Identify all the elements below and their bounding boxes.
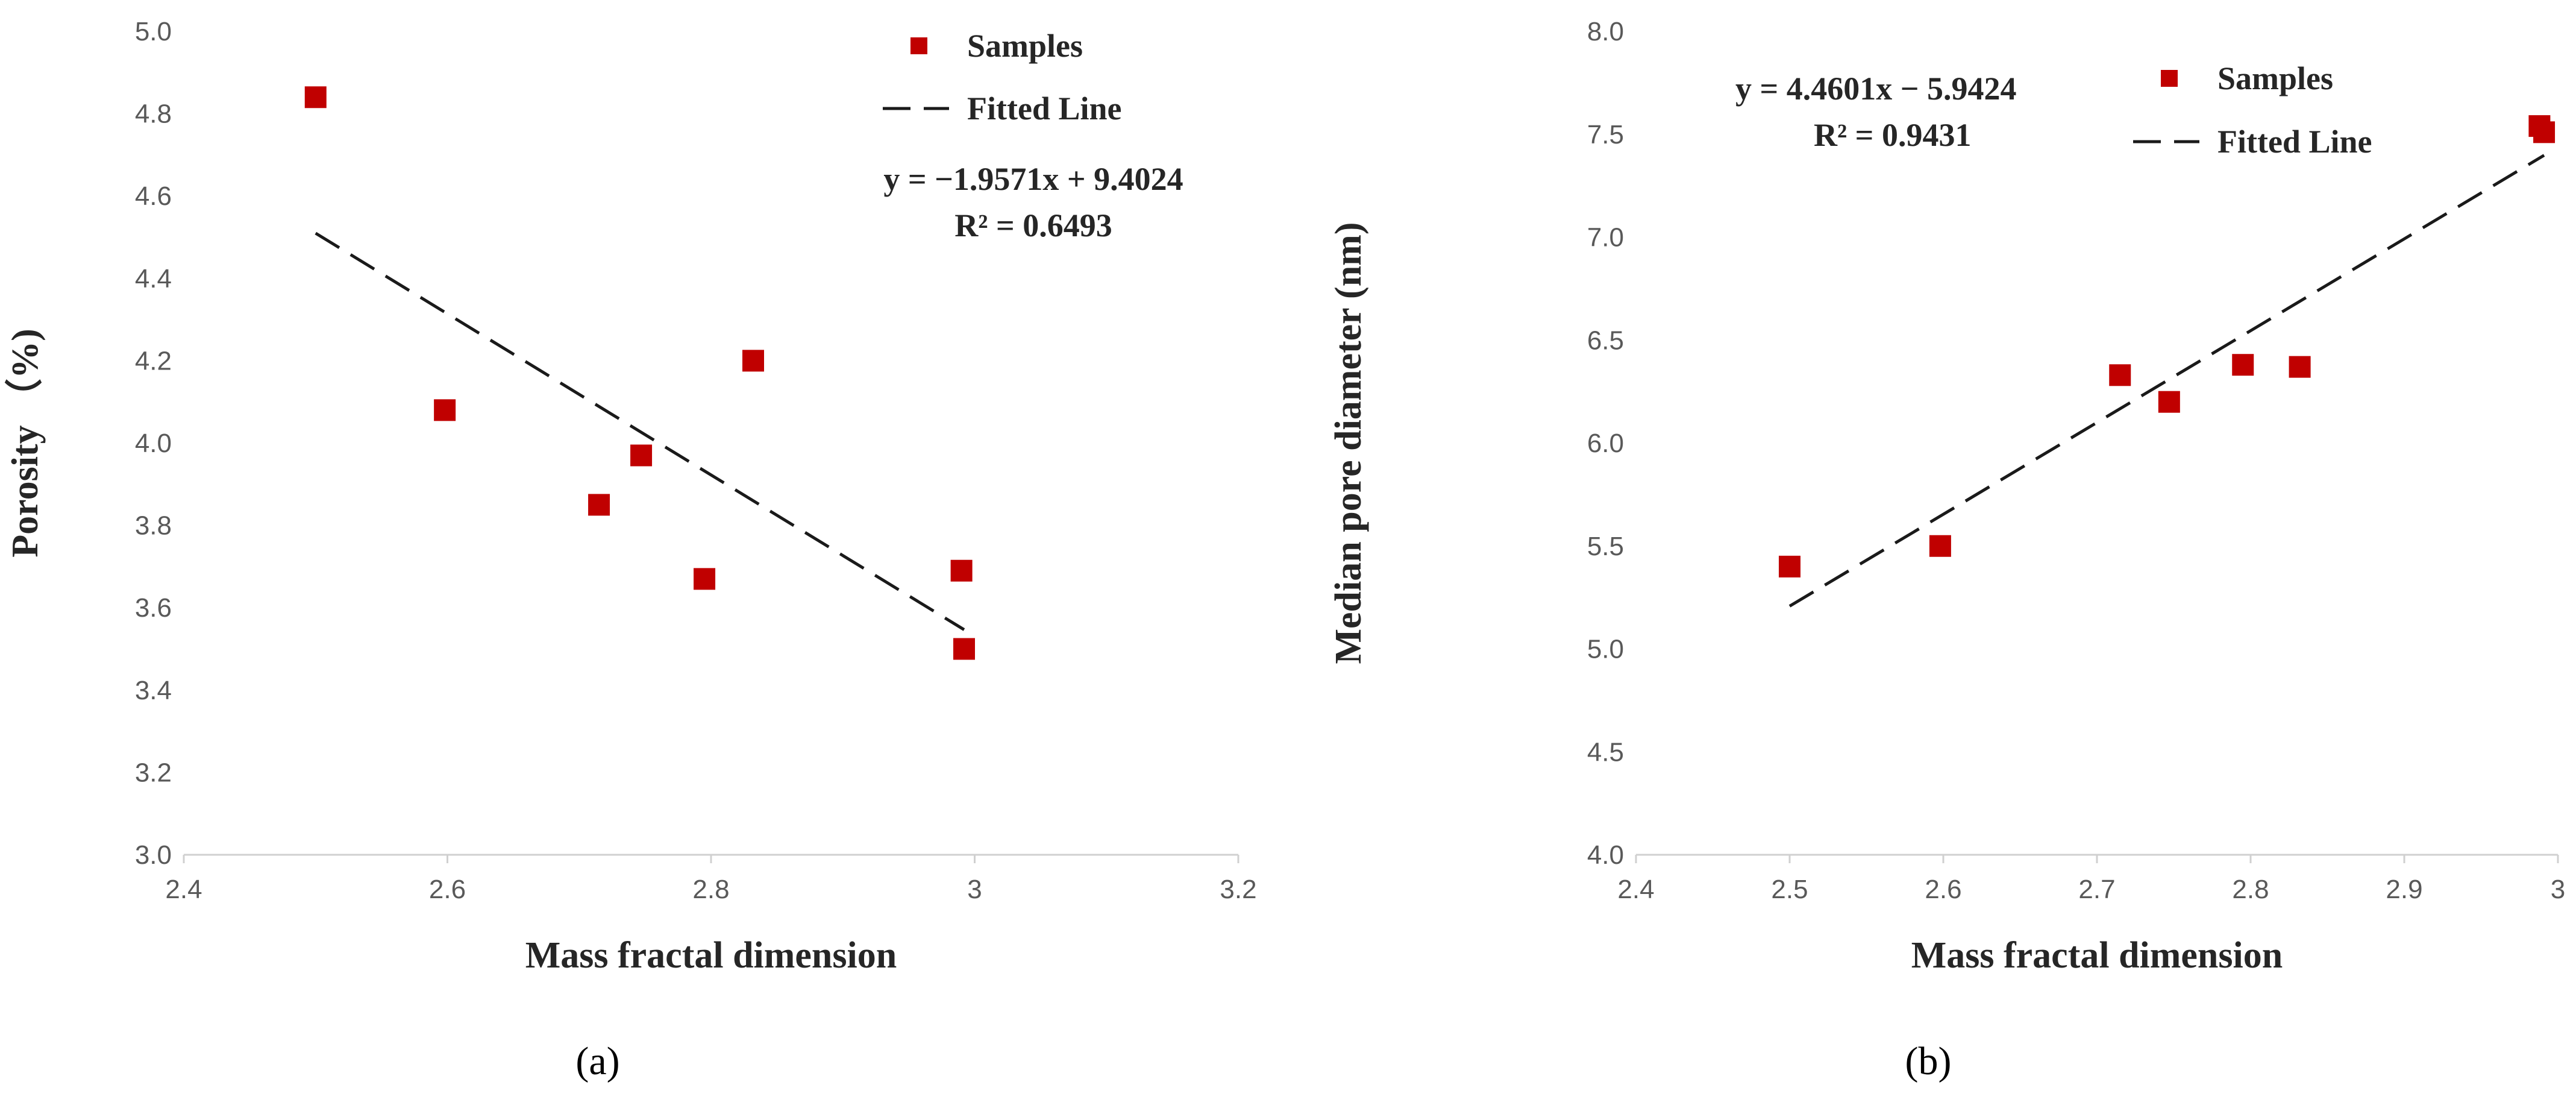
panel-a-sample-point (588, 494, 610, 516)
panel-a-sample-point (742, 350, 764, 372)
panel-a-sample-point (304, 86, 327, 109)
panel-b-y-tick-label: 6.0 (1587, 429, 1624, 458)
panel-a-sample-point (950, 559, 973, 582)
panel-a-y-tick-label: 3.4 (135, 676, 172, 705)
panel-b-x-tick-label: 2.4 (1617, 875, 1654, 904)
panel-a-sample-point (434, 399, 456, 421)
panel-b-legend-samples-label: Samples (2217, 60, 2333, 96)
panel-a-legend-fitted-line-label: Fitted Line (967, 90, 1121, 127)
panel-b-y-tick-label: 5.5 (1587, 532, 1624, 561)
panel-b-x-tick-label: 2.5 (1771, 875, 1808, 904)
panel-b-y-ticks: 4.0 4.5 5.0 5.5 6.0 6.5 7.0 7.5 8.0 (1587, 17, 1624, 870)
panel-a-chart: 3.0 3.2 3.4 3.6 3.8 4.0 4.2 4.4 4.6 4.8 5.0 2.4 2.6… (4, 17, 1257, 1083)
panel-b-x-tick-label: 3 (2551, 875, 2565, 904)
panel-a-x-tick-label: 2.6 (429, 875, 466, 904)
panel-a-y-tick-label: 3.8 (135, 511, 172, 541)
panel-b-y-axis-title: Median pore diameter (nm) (1328, 222, 1369, 664)
panel-a-fitted-line (315, 231, 965, 631)
panel-b-x-tick-label: 2.6 (1925, 875, 1961, 904)
panel-a-legend-samples-marker (910, 37, 927, 54)
panel-a-y-tick-label: 5.0 (135, 17, 172, 46)
panel-a-x-tick-label: 2.4 (165, 875, 202, 904)
panel-a-sample-point (953, 638, 975, 660)
panel-b-y-tick-label: 4.0 (1587, 840, 1624, 870)
panel-a-y-tick-label: 4.0 (135, 429, 172, 458)
panel-a-y-ticks: 3.0 3.2 3.4 3.6 3.8 4.0 4.2 4.4 4.6 4.8 5.0 (135, 17, 172, 870)
panel-b-y-tick-label: 4.5 (1587, 737, 1624, 767)
panel-b-legend-samples-marker (2161, 70, 2178, 87)
panel-a-r-squared: R² = 0.6493 (954, 207, 1112, 244)
panel-b-sample-point (2533, 121, 2556, 143)
panel-b-x-tick-label: 2.9 (2386, 875, 2422, 904)
panel-a-y-tick-label: 3.6 (135, 593, 172, 623)
panel-b-y-tick-label: 6.5 (1587, 326, 1624, 355)
panel-a-legend-samples-label: Samples (967, 28, 1083, 64)
panel-b-equation: y = 4.4601x − 5.9424 (1735, 71, 2017, 107)
panel-a-x-axis-title: Mass fractal dimension (525, 935, 897, 976)
panel-a-caption: (a) (575, 1039, 619, 1083)
panel-a-equation: y = −1.9571x + 9.4024 (883, 161, 1183, 197)
panel-a-y-tick-label: 3.0 (135, 840, 172, 870)
panel-b-sample-point (1779, 555, 1800, 577)
panel-b-y-tick-label: 7.0 (1587, 223, 1624, 253)
panel-b-x-tick-label: 2.8 (2232, 875, 2269, 904)
panel-b-fitted-line (1788, 154, 2545, 608)
panel-b-points (1779, 115, 2556, 577)
panel-a-y-tick-label: 3.2 (135, 758, 172, 787)
panel-a-points (304, 86, 975, 660)
panel-b-sample-point (1929, 535, 1951, 557)
panel-a-x-tick-label: 2.8 (692, 875, 729, 904)
panel-a-sample-point (630, 444, 653, 467)
panel-b-legend: Samples Fitted Line (2133, 60, 2372, 160)
panel-b-chart: 4.0 4.5 5.0 5.5 6.0 6.5 7.0 7.5 8.0 2.4 2.5 2.6 2.7… (1328, 17, 2565, 1083)
panel-a-x-tick-label: 3 (967, 875, 982, 904)
panel-b-sample-point (2232, 354, 2254, 376)
panel-a-legend: Samples Fitted Line (883, 28, 1121, 127)
panel-b-y-tick-label: 7.5 (1587, 120, 1624, 149)
panel-a-sample-point (694, 568, 716, 590)
panel-b-x-axis-title: Mass fractal dimension (1911, 935, 2283, 976)
panel-b-sample-point (2289, 356, 2311, 378)
panel-b-x-tick-label: 2.7 (2078, 875, 2115, 904)
panel-b-y-tick-label: 5.0 (1587, 635, 1624, 664)
panel-a-x-ticks: 2.4 2.6 2.8 3 3.2 (165, 855, 1257, 904)
panel-b-r-squared: R² = 0.9431 (1814, 117, 1971, 153)
panel-a-y-tick-label: 4.8 (135, 99, 172, 129)
panel-a-y-tick-label: 4.6 (135, 181, 172, 211)
panel-b-caption: (b) (1905, 1039, 1952, 1083)
panel-b-legend-fitted-line-label: Fitted Line (2217, 124, 2372, 160)
panel-a-x-tick-label: 3.2 (1220, 875, 1256, 904)
panel-b-x-ticks: 2.4 2.5 2.6 2.7 2.8 2.9 3 (1617, 855, 2565, 904)
panel-a-y-tick-label: 4.2 (135, 346, 172, 376)
panel-b-sample-point (2158, 391, 2180, 413)
panel-a-y-axis-title: Porosity （%) (4, 329, 46, 557)
panel-a-y-tick-label: 4.4 (135, 264, 172, 294)
panel-b-y-tick-label: 8.0 (1587, 17, 1624, 46)
panel-b-sample-point (2109, 364, 2131, 386)
